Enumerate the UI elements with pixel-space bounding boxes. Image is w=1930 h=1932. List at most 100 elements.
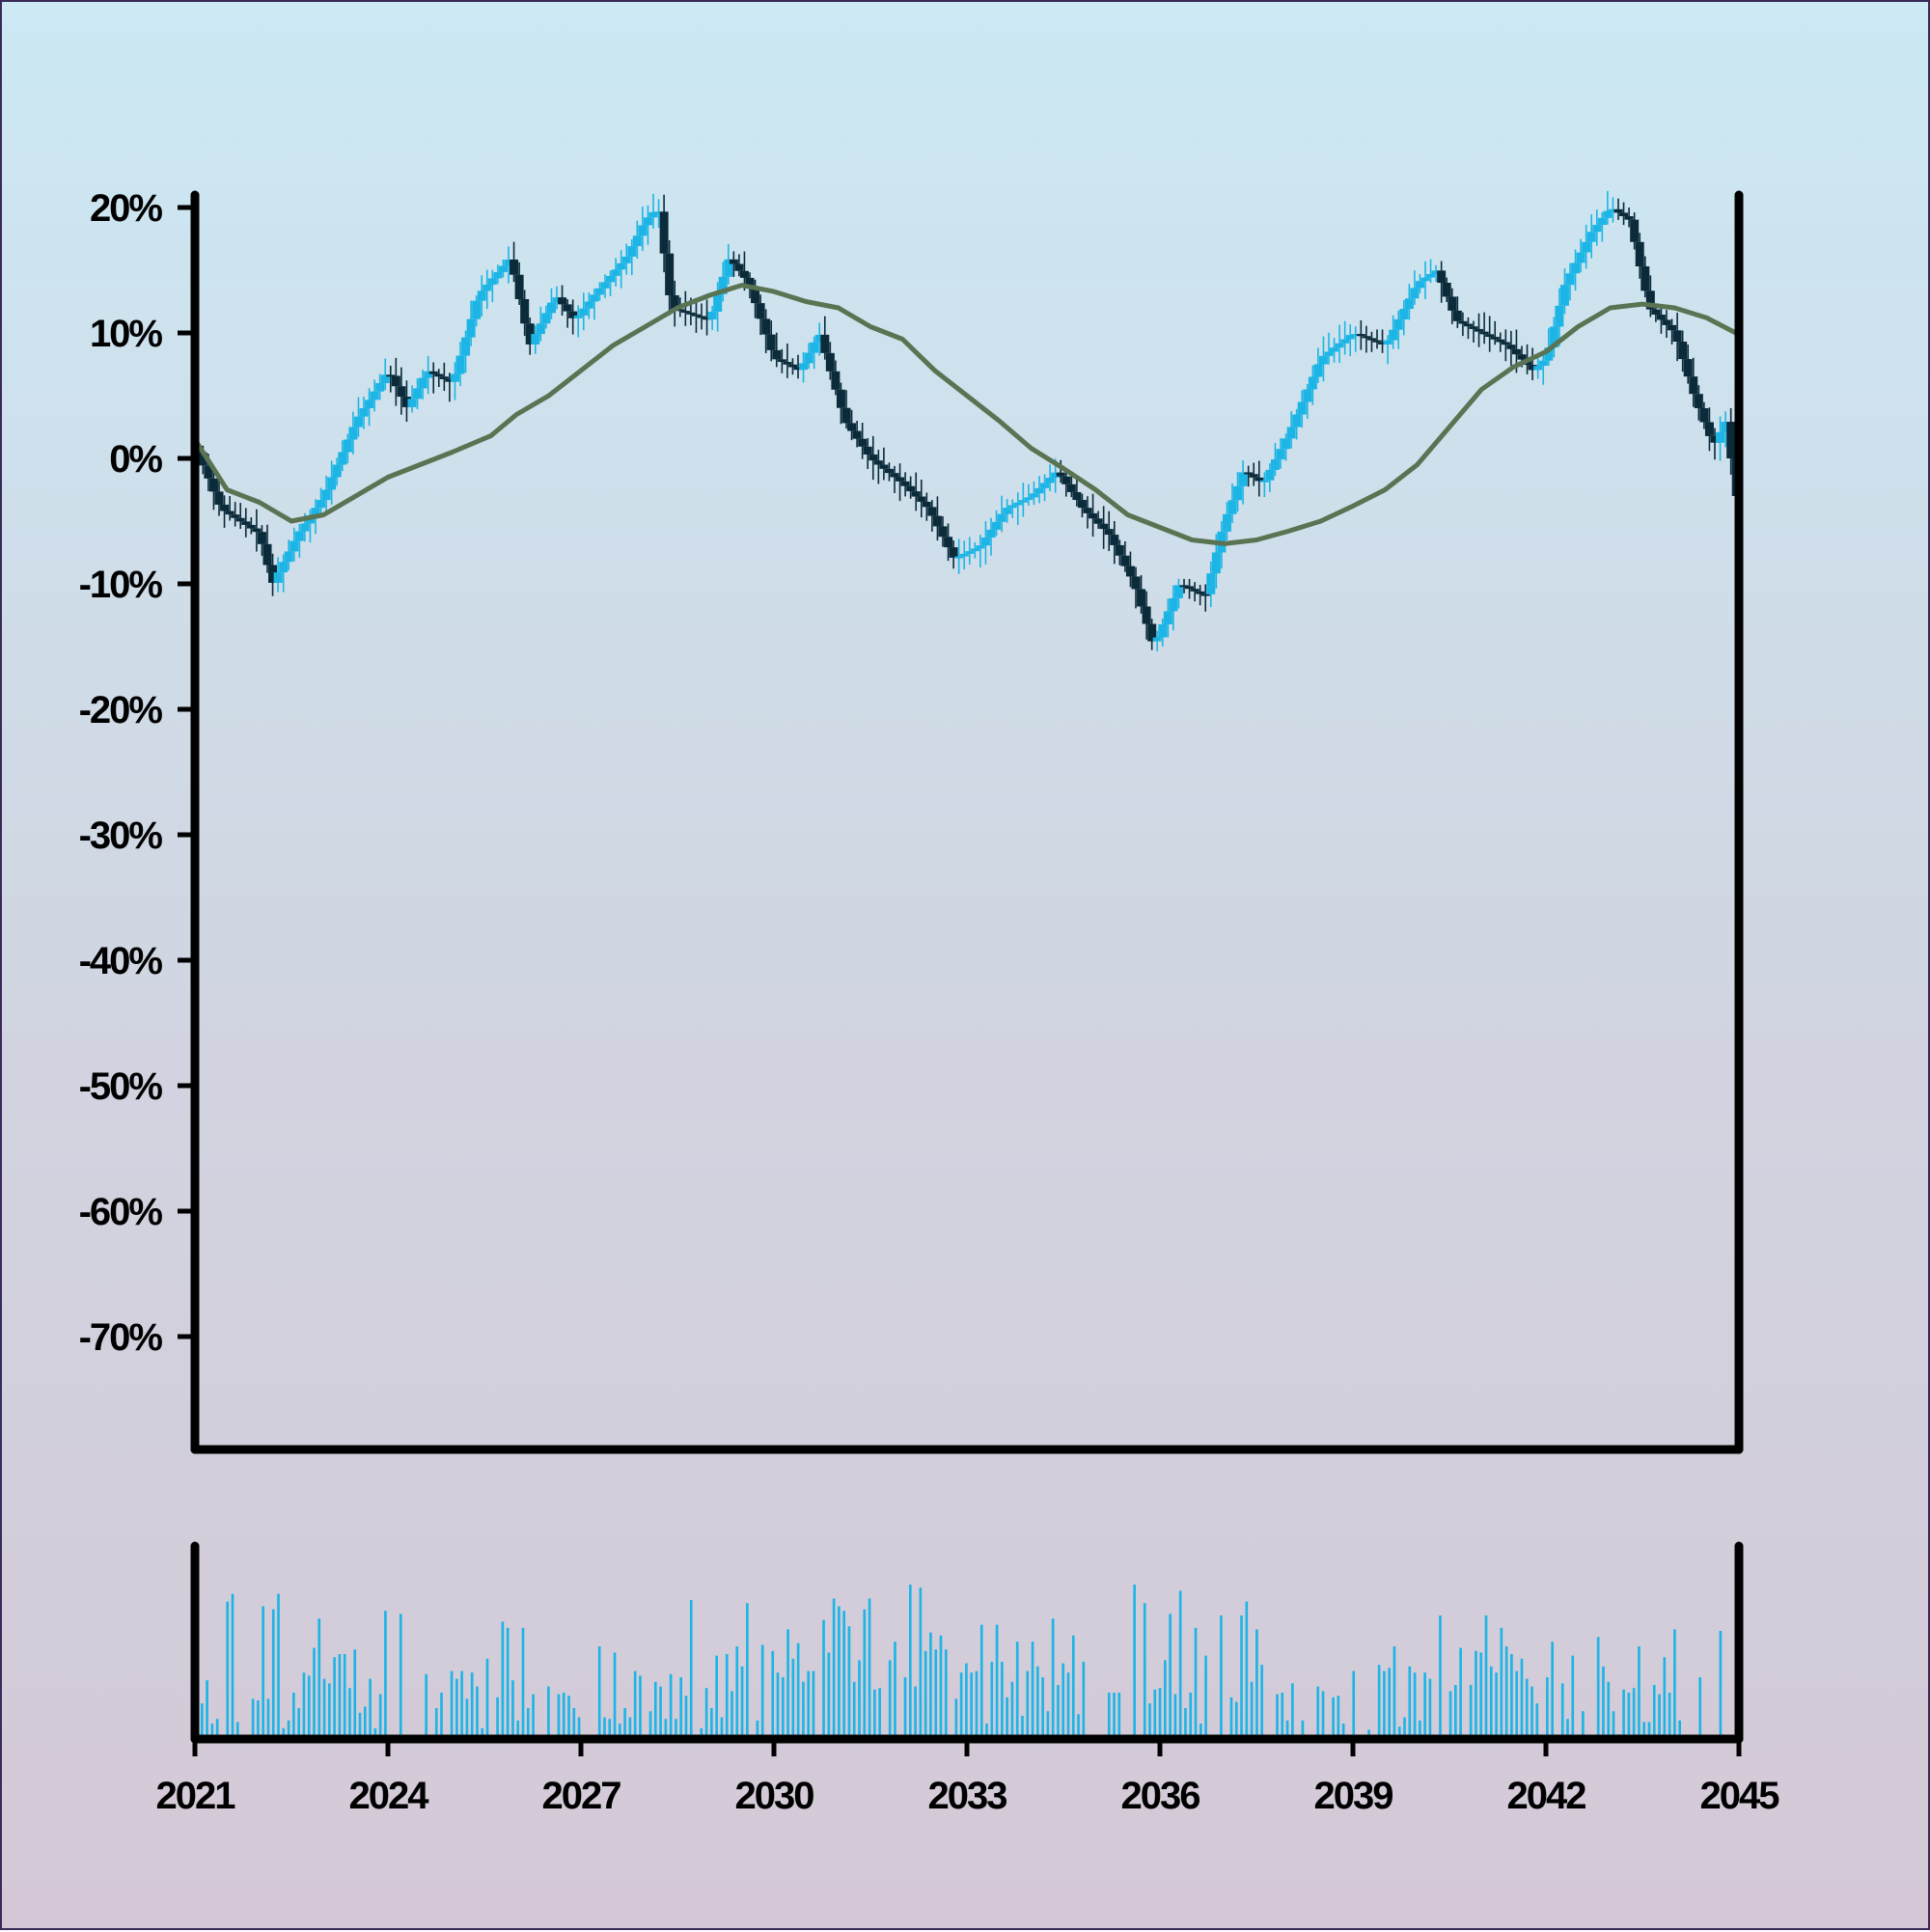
candle <box>1233 472 1243 512</box>
candle <box>825 342 835 380</box>
volume-bar <box>1341 1724 1345 1739</box>
candle <box>1169 585 1178 631</box>
candle <box>1704 407 1714 452</box>
volume-bar <box>659 1686 662 1739</box>
candle <box>1726 407 1736 475</box>
volume-bar <box>1301 1720 1305 1739</box>
candle <box>338 440 347 472</box>
candle <box>1501 329 1510 362</box>
candle <box>1689 357 1698 407</box>
volume-bar <box>1337 1696 1340 1739</box>
volume-bar <box>516 1720 520 1739</box>
volume-bar <box>1164 1660 1167 1739</box>
volume-bar <box>485 1658 489 1739</box>
candle <box>386 365 396 393</box>
candle <box>343 433 352 464</box>
volume-bar <box>425 1673 427 1739</box>
volume-bar <box>1392 1646 1396 1739</box>
candle <box>890 465 899 493</box>
volume-bar <box>858 1660 861 1739</box>
candle <box>1179 578 1189 593</box>
candle <box>922 492 931 521</box>
volume-bar <box>1479 1652 1483 1739</box>
candle <box>863 438 872 469</box>
candle <box>772 332 782 368</box>
candle <box>1190 582 1199 602</box>
candle <box>1196 585 1205 606</box>
candle <box>1077 493 1087 518</box>
volume-bar <box>1066 1672 1070 1739</box>
candle <box>766 320 776 362</box>
candle <box>401 380 411 423</box>
candle <box>1608 197 1617 223</box>
candle <box>262 524 272 573</box>
candle <box>558 285 567 317</box>
candle <box>1324 332 1334 365</box>
volume-bar <box>1439 1615 1442 1739</box>
volume-bar <box>1367 1729 1370 1739</box>
candle <box>1410 270 1420 305</box>
volume-bar <box>1113 1693 1116 1739</box>
candle <box>1313 347 1323 384</box>
volume-bar <box>1015 1642 1019 1739</box>
candle <box>847 409 857 441</box>
volume-bar <box>959 1672 963 1739</box>
candle <box>965 537 975 566</box>
volume-bar <box>1428 1678 1432 1739</box>
candle <box>787 358 797 375</box>
candle <box>268 553 278 596</box>
volume-bar <box>1173 1694 1177 1739</box>
volume-bar <box>903 1677 907 1739</box>
candle <box>214 478 224 516</box>
volume-bar <box>1678 1720 1681 1739</box>
candle <box>1672 312 1682 362</box>
volume-bar <box>1520 1658 1524 1739</box>
candle <box>906 476 916 499</box>
candle <box>294 523 304 558</box>
volume-bar <box>1250 1681 1254 1739</box>
candle <box>1142 591 1151 640</box>
candle <box>1062 471 1071 497</box>
volume-bar <box>1276 1694 1279 1739</box>
volume-bar <box>1077 1714 1080 1739</box>
volume-bar <box>1632 1688 1636 1739</box>
candle <box>734 254 744 277</box>
candle <box>707 305 717 331</box>
candle <box>241 508 251 538</box>
volume-bar <box>735 1646 739 1739</box>
volume-bar <box>1642 1722 1646 1739</box>
candle <box>665 239 675 316</box>
volume-bar <box>210 1724 214 1739</box>
volume-bar <box>965 1663 968 1739</box>
candle <box>493 264 503 285</box>
candle <box>884 462 894 482</box>
volume-bar <box>235 1722 239 1739</box>
volume-bar <box>1403 1717 1406 1739</box>
candle <box>391 357 400 406</box>
candle <box>445 373 455 402</box>
y-tick-label: -10% <box>79 564 163 606</box>
candle <box>466 300 476 346</box>
candle <box>370 379 379 412</box>
volume-bar <box>1148 1703 1151 1739</box>
candle <box>1656 308 1666 334</box>
volume-bar <box>979 1624 983 1739</box>
volume-bar <box>675 1719 677 1739</box>
volume-bar <box>313 1647 316 1739</box>
candle <box>1603 190 1613 225</box>
candle <box>257 525 266 556</box>
volume-bar <box>1658 1694 1661 1739</box>
candle <box>413 378 423 410</box>
volume-bar <box>251 1698 255 1739</box>
candle <box>1120 540 1130 572</box>
x-tick-label: 2042 <box>1507 1775 1586 1817</box>
candle <box>1185 578 1195 599</box>
candle <box>1393 310 1403 349</box>
volume-bar <box>1031 1642 1034 1739</box>
candle <box>434 369 444 388</box>
volume-bar <box>822 1619 825 1739</box>
candle <box>552 286 562 310</box>
volume-bar <box>1281 1693 1284 1739</box>
volume-bar <box>271 1609 275 1739</box>
candle <box>1458 312 1468 337</box>
